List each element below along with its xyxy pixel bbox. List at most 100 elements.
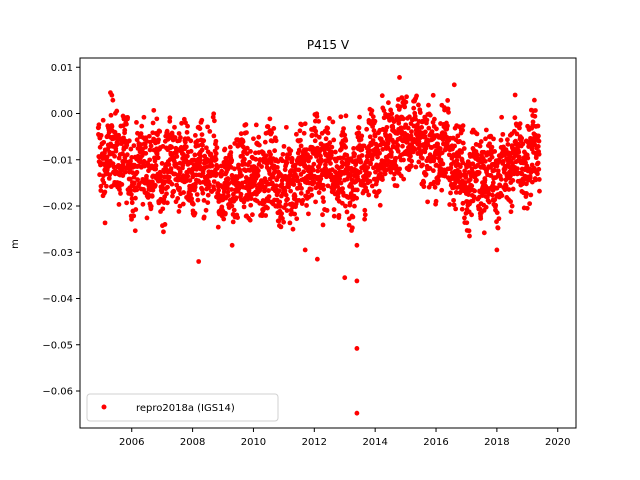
data-point <box>320 222 326 228</box>
data-point <box>462 168 468 174</box>
y-tick-label: −0.04 <box>42 294 73 305</box>
data-point <box>216 188 222 193</box>
data-point <box>459 206 465 212</box>
data-point <box>176 131 182 136</box>
data-point <box>306 158 311 164</box>
data-point <box>389 111 395 117</box>
data-point <box>169 144 175 150</box>
data-point <box>477 206 483 212</box>
data-point <box>195 197 201 203</box>
data-point <box>225 193 231 199</box>
data-point <box>487 141 492 147</box>
data-point <box>491 167 497 173</box>
data-point <box>343 203 348 209</box>
data-point <box>467 233 472 239</box>
data-point <box>489 154 495 160</box>
data-point <box>397 104 403 110</box>
data-point <box>533 108 538 113</box>
data-point <box>288 188 293 194</box>
data-point <box>316 134 322 140</box>
data-point <box>279 181 285 187</box>
data-point <box>524 191 529 196</box>
data-point <box>272 148 278 154</box>
data-point <box>314 114 320 119</box>
data-point <box>519 135 525 141</box>
data-point <box>460 140 466 146</box>
data-point <box>293 201 299 207</box>
data-point <box>304 203 309 208</box>
data-point <box>395 142 401 148</box>
y-tick-label: 0.01 <box>51 63 73 74</box>
data-point <box>214 145 220 151</box>
data-point <box>327 116 332 121</box>
data-point <box>138 131 144 137</box>
data-point <box>266 194 272 200</box>
data-point <box>340 186 345 192</box>
data-points <box>95 75 542 416</box>
data-point <box>395 148 401 154</box>
data-point <box>401 157 406 163</box>
data-point <box>478 139 484 144</box>
data-point <box>416 102 421 108</box>
data-point <box>127 176 133 182</box>
data-point <box>259 178 264 184</box>
data-point <box>490 180 496 186</box>
data-point <box>238 191 244 197</box>
data-point <box>498 176 504 182</box>
data-point <box>497 183 503 189</box>
data-point <box>311 179 317 185</box>
data-point <box>320 182 326 188</box>
data-point <box>335 194 341 200</box>
data-point <box>430 92 436 98</box>
data-point <box>455 133 461 139</box>
data-point <box>500 131 506 137</box>
data-point <box>357 169 363 175</box>
data-point <box>236 162 241 168</box>
data-point <box>141 114 147 120</box>
data-point <box>205 200 211 206</box>
data-point <box>281 143 287 149</box>
data-point <box>248 149 253 154</box>
x-tick-label: 2016 <box>423 437 448 448</box>
data-point <box>313 128 319 134</box>
data-point <box>306 211 311 217</box>
data-point <box>533 177 538 183</box>
data-point <box>263 213 269 218</box>
data-point <box>327 140 333 146</box>
data-point <box>221 216 227 222</box>
data-point <box>536 166 542 172</box>
data-point <box>354 278 360 284</box>
data-point <box>313 199 318 205</box>
data-point <box>211 179 217 185</box>
data-point <box>155 155 161 161</box>
data-point <box>147 157 153 163</box>
data-point <box>323 162 328 168</box>
data-point <box>379 93 385 99</box>
data-point <box>282 188 288 194</box>
data-point <box>251 136 256 142</box>
data-point <box>213 157 219 162</box>
data-point <box>204 145 209 151</box>
data-point <box>124 121 129 127</box>
data-point <box>338 180 344 186</box>
data-point <box>514 131 520 137</box>
data-point <box>437 146 443 151</box>
data-point <box>270 138 275 144</box>
data-point <box>536 133 541 139</box>
data-point <box>119 182 125 187</box>
data-point <box>364 126 370 132</box>
data-point <box>244 151 250 157</box>
data-point <box>209 163 215 169</box>
data-point <box>287 220 293 226</box>
data-point <box>197 126 203 132</box>
data-point <box>248 202 254 208</box>
data-point <box>171 188 177 194</box>
data-point <box>499 193 505 198</box>
data-point <box>147 147 153 153</box>
data-point <box>425 199 431 205</box>
data-point <box>116 132 122 138</box>
data-point <box>330 119 336 125</box>
data-point <box>205 124 210 130</box>
data-point <box>187 178 193 183</box>
data-point <box>192 133 198 138</box>
